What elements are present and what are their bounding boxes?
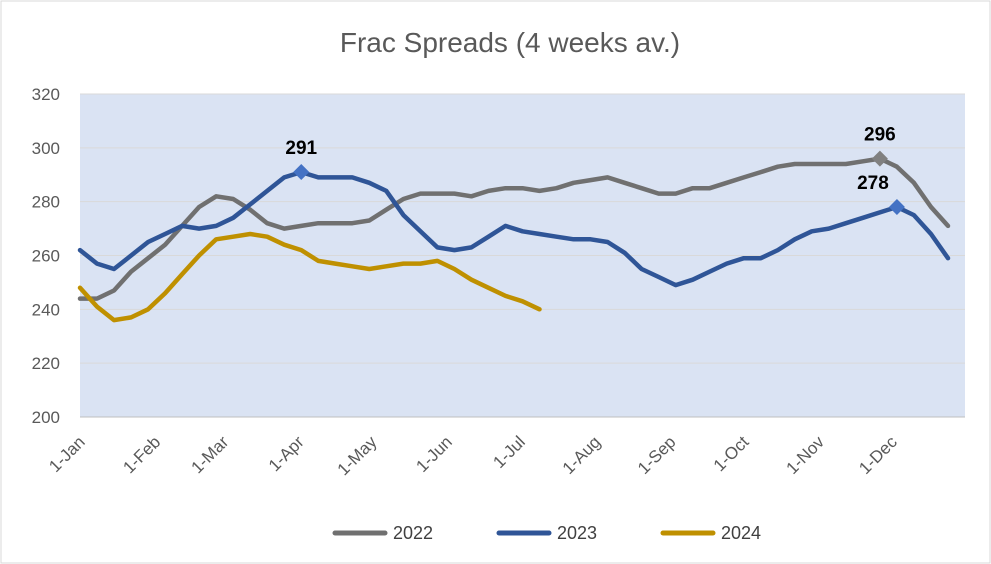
legend-label-2024: 2024	[721, 523, 761, 543]
y-tick-label: 320	[32, 85, 60, 104]
data-marker	[888, 199, 905, 216]
y-tick-label: 240	[32, 300, 60, 319]
data-marker	[293, 164, 310, 181]
series-line-2023	[77, 169, 951, 288]
annotations: 291 296 278	[285, 125, 905, 216]
series-line-2024	[77, 231, 542, 323]
data-marker	[871, 150, 888, 167]
data-label: 296	[864, 125, 896, 146]
data-label: 291	[285, 138, 317, 159]
series-lines	[77, 156, 951, 323]
y-tick-label: 300	[32, 139, 60, 158]
data-label: 278	[857, 173, 889, 194]
legend: 2022 2023 2024	[332, 523, 761, 543]
y-tick-label: 260	[32, 247, 60, 266]
y-tick-label: 280	[32, 193, 60, 212]
gridlines	[80, 93, 965, 418]
y-tick-label: 220	[32, 354, 60, 373]
series-line-2022	[77, 156, 951, 301]
y-tick-label: 200	[32, 408, 60, 427]
y-axis: 200 220 240 260 280 300 320	[32, 85, 60, 427]
chart-title: Frac Spreads (4 weeks av.)	[340, 27, 680, 58]
legend-label-2022: 2022	[393, 523, 433, 543]
legend-label-2023: 2023	[557, 523, 597, 543]
